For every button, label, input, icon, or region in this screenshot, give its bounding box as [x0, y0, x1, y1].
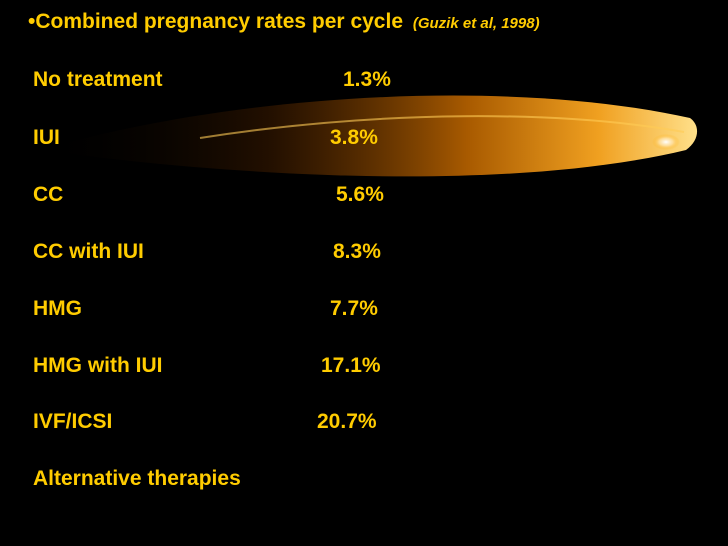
row-label: IVF/ICSI	[33, 410, 113, 433]
row-value: 8.3%	[333, 240, 381, 263]
row-value: 17.1%	[321, 354, 381, 377]
row-label: Alternative therapies	[33, 467, 241, 490]
row-iui: IUI 3.8%	[33, 126, 378, 154]
row-value: 5.6%	[336, 183, 384, 206]
row-label: IUI	[33, 126, 60, 149]
row-label: No treatment	[33, 68, 163, 91]
row-value: 1.3%	[343, 68, 391, 91]
row-alternative-therapies: Alternative therapies	[33, 467, 241, 495]
slide-heading: •Combined pregnancy rates per cycle (Guz…	[28, 10, 540, 34]
row-cc: CC 5.6%	[33, 183, 384, 211]
heading-citation: (Guzik et al, 1998)	[412, 15, 540, 32]
row-hmg: HMG 7.7%	[33, 297, 378, 325]
row-value: 20.7%	[317, 410, 377, 433]
row-label: CC with IUI	[33, 240, 144, 263]
row-label: HMG with IUI	[33, 354, 163, 377]
row-cc-with-iui: CC with IUI 8.3%	[33, 240, 381, 268]
row-label: HMG	[33, 297, 82, 320]
row-ivf-icsi: IVF/ICSI 20.7%	[33, 410, 377, 438]
row-value: 7.7%	[330, 297, 378, 320]
heading-bullet: •	[28, 10, 36, 33]
heading-text: Combined pregnancy rates per cycle	[35, 10, 403, 33]
row-value: 3.8%	[330, 126, 378, 149]
row-label: CC	[33, 183, 64, 206]
row-hmg-with-iui: HMG with IUI 17.1%	[33, 354, 381, 382]
row-no-treatment: No treatment 1.3%	[33, 68, 391, 96]
